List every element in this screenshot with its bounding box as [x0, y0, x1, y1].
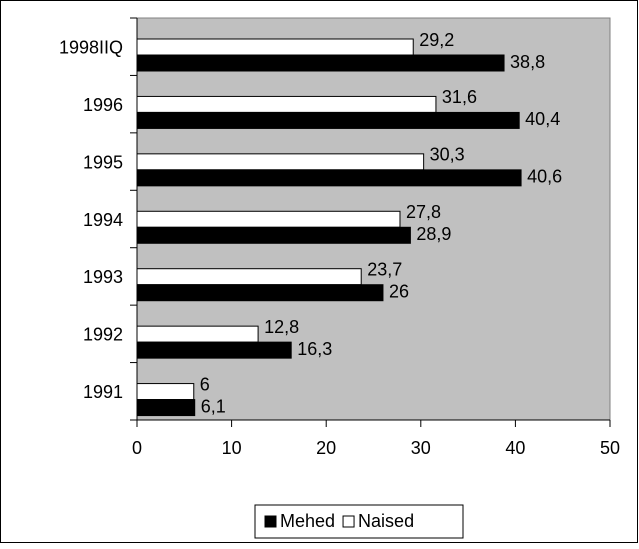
value-label: 27,8 — [406, 202, 441, 222]
value-label: 16,3 — [297, 339, 332, 359]
x-tick-label: 30 — [411, 438, 431, 458]
legend-swatch — [342, 515, 355, 528]
bar — [136, 210, 401, 228]
bar — [136, 111, 520, 129]
bar — [136, 325, 259, 343]
y-tick-label: 1998IIQ — [59, 37, 123, 57]
y-tick-label: 1995 — [83, 152, 123, 172]
x-tick-label: 40 — [505, 438, 525, 458]
legend-label: Mehed — [280, 511, 335, 531]
legend-box — [254, 504, 464, 539]
y-tick-label: 1994 — [83, 210, 123, 230]
value-label: 31,6 — [442, 87, 477, 107]
value-label: 38,8 — [510, 52, 545, 72]
x-tick-label: 0 — [132, 438, 142, 458]
bar — [136, 383, 195, 401]
bar — [136, 95, 437, 113]
bar — [136, 153, 425, 171]
bar — [136, 54, 505, 72]
value-label: 28,9 — [416, 224, 451, 244]
y-tick-label: 1992 — [83, 325, 123, 345]
value-label: 6,1 — [201, 396, 226, 416]
value-label: 29,2 — [419, 30, 454, 50]
y-tick-label: 1991 — [83, 382, 123, 402]
value-label: 40,4 — [525, 109, 560, 129]
x-tick-label: 10 — [222, 438, 242, 458]
value-label: 30,3 — [430, 145, 465, 165]
value-label: 26 — [389, 281, 409, 301]
x-tick-label: 50 — [600, 438, 620, 458]
bar — [136, 169, 522, 187]
bar — [136, 399, 196, 417]
value-label: 40,6 — [527, 167, 562, 187]
bar — [136, 341, 292, 359]
bar — [136, 268, 362, 286]
x-tick-label: 20 — [316, 438, 336, 458]
y-tick-label: 1993 — [83, 267, 123, 287]
bar — [136, 284, 384, 302]
value-label: 12,8 — [264, 317, 299, 337]
bar — [136, 226, 411, 244]
legend-swatch — [264, 515, 277, 528]
value-label: 23,7 — [367, 259, 402, 279]
legend-label: Naised — [358, 511, 414, 531]
value-label: 6 — [200, 374, 210, 394]
bar — [136, 38, 414, 56]
y-tick-label: 1996 — [83, 95, 123, 115]
